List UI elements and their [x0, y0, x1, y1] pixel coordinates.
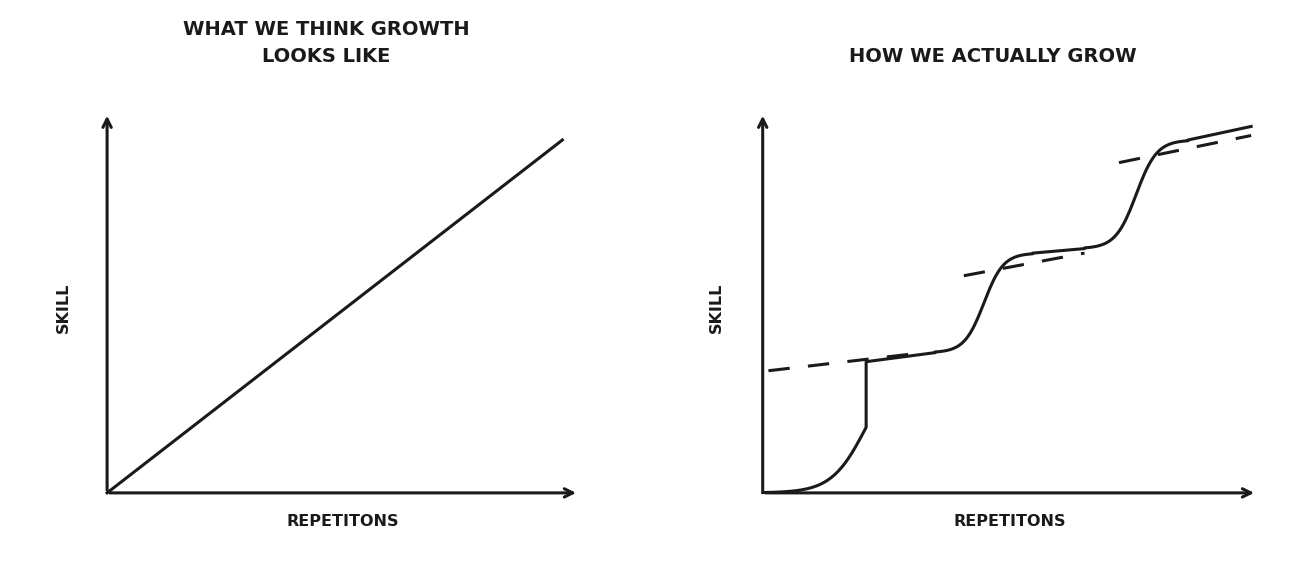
Title: WHAT WE THINK GROWTH
LOOKS LIKE: WHAT WE THINK GROWTH LOOKS LIKE	[183, 20, 470, 66]
Text: REPETITONS: REPETITONS	[287, 514, 400, 529]
Text: SKILL: SKILL	[709, 282, 725, 332]
Text: REPETITONS: REPETITONS	[953, 514, 1066, 529]
Title: HOW WE ACTUALLY GROW: HOW WE ACTUALLY GROW	[849, 47, 1136, 66]
Text: SKILL: SKILL	[56, 282, 71, 332]
